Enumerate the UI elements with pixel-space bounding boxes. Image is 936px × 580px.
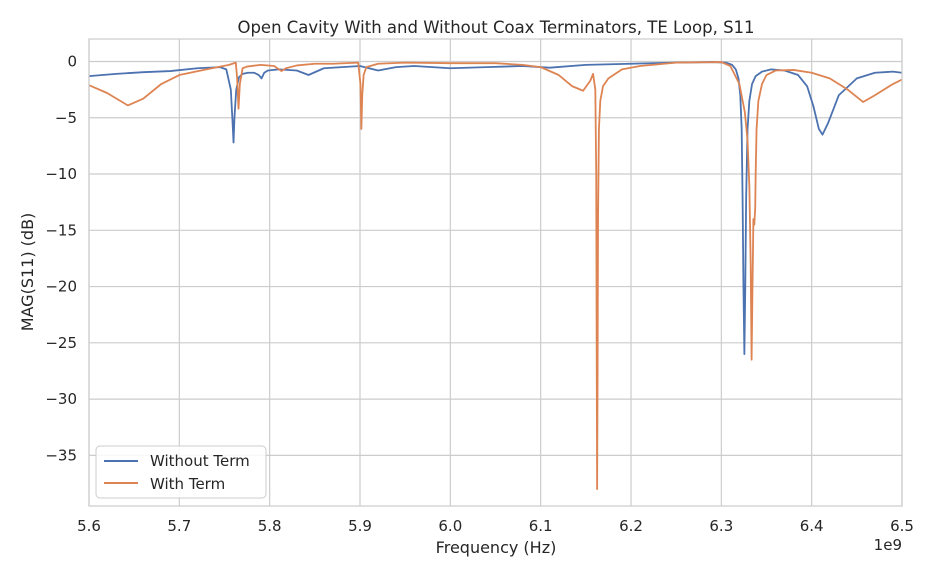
y-tick-label: −10 [45,165,77,183]
x-tick-label: 5.7 [167,517,191,535]
series-line-with-term [89,61,902,491]
legend-label-without-term: Without Term [150,452,250,470]
x-tick-label: 5.6 [77,517,101,535]
chart-title: Open Cavity With and Without Coax Termin… [237,18,754,37]
x-tick-label: 5.9 [348,517,372,535]
x-tick-label: 6.2 [619,517,643,535]
plot-frame [88,38,903,507]
y-tick-label: −5 [55,109,77,127]
plot-area [89,39,902,506]
y-tick-label: −30 [45,390,77,408]
y-tick-label: −35 [45,446,77,464]
x-tick-label: 6.4 [800,517,824,535]
x-axis-offset-label: 1e9 [874,536,902,554]
y-tick-label: −20 [45,278,77,296]
x-tick-label: 6.3 [709,517,733,535]
x-tick-label: 6.1 [529,517,553,535]
legend: Without Term With Term [95,445,267,499]
x-tick-label: 5.8 [258,517,282,535]
y-tick-label: −15 [45,221,77,239]
legend-box [95,445,267,499]
legend-label-with-term: With Term [150,475,225,493]
y-tick-label: −25 [45,334,77,352]
y-axis-title: MAG(S11) (dB) [18,213,37,332]
series-layer [89,61,902,491]
y-tick-labels: 0 −5 −10 −15 −20 −25 −30 −35 [45,53,77,465]
x-tick-label: 6.0 [438,517,462,535]
x-tick-label: 6.5 [890,517,914,535]
y-tick-label: 0 [67,53,77,71]
x-axis-title: Frequency (Hz) [436,538,557,557]
x-tick-labels: 5.6 5.7 5.8 5.9 6.0 6.1 6.2 6.3 6.4 6.5 [77,517,914,535]
